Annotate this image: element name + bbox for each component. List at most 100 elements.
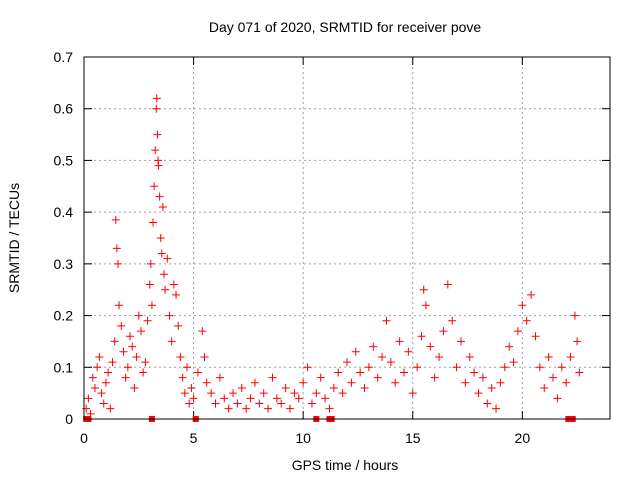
data-point (200, 352, 209, 361)
data-point (229, 389, 238, 398)
data-point (338, 389, 347, 398)
data-point (155, 192, 164, 201)
data-point (470, 368, 479, 377)
data-point (104, 368, 113, 377)
data-point (158, 202, 167, 211)
data-point (145, 280, 154, 289)
data-point (157, 249, 166, 258)
data-point (255, 399, 264, 408)
data-point (399, 368, 408, 377)
data-point (465, 352, 474, 361)
y-tick-label: 0.7 (54, 49, 74, 65)
data-point (121, 373, 130, 382)
data-point (161, 285, 170, 294)
y-tick-label: 0.2 (54, 308, 74, 324)
data-point (163, 254, 172, 263)
data-point (108, 358, 117, 367)
data-point (364, 363, 373, 372)
data-point (540, 383, 549, 392)
data-point (513, 327, 522, 336)
data-point (395, 337, 404, 346)
data-point (117, 321, 126, 330)
data-point (128, 342, 137, 351)
data-point (408, 389, 417, 398)
data-point (139, 368, 148, 377)
data-point (321, 394, 330, 403)
y-tick-label: 0.6 (54, 101, 74, 117)
data-point (172, 290, 181, 299)
data-point (95, 352, 104, 361)
data-point (307, 399, 316, 408)
data-point (250, 378, 259, 387)
data-point (264, 404, 273, 413)
y-tick-label: 0.1 (54, 359, 74, 375)
data-point (443, 280, 452, 289)
data-point (286, 404, 295, 413)
data-point (360, 383, 369, 392)
data-point (132, 352, 141, 361)
y-axis-label: SRMTID / TECUs (6, 183, 22, 293)
data-point (386, 358, 395, 367)
data-point (119, 347, 128, 356)
data-point (281, 383, 290, 392)
data-point (174, 321, 183, 330)
data-point (448, 316, 457, 325)
x-tick-label: 15 (405, 430, 421, 446)
data-point (97, 389, 106, 398)
data-point (419, 285, 428, 294)
axis-ticks: 0 0.1 0.2 0.3 0.4 0.5 0.6 0.7 0 5 10 15 20 (54, 49, 610, 446)
data-point (452, 363, 461, 372)
data-point (430, 373, 439, 382)
data-point (483, 399, 492, 408)
data-point (246, 394, 255, 403)
data-point (566, 352, 575, 361)
data-point (207, 389, 216, 398)
y-tick-label: 0.4 (54, 204, 74, 220)
data-point (492, 404, 501, 413)
data-point (156, 234, 165, 242)
data-point (562, 378, 571, 387)
data-point (426, 342, 435, 351)
data-point (500, 363, 509, 372)
data-point (180, 389, 189, 398)
data-point (417, 332, 426, 341)
data-point (193, 368, 202, 377)
data-point (316, 373, 325, 382)
data-point (211, 399, 220, 408)
data-point (527, 290, 536, 299)
data-point (237, 383, 246, 392)
data-point (461, 378, 470, 387)
x-tick-label: 10 (295, 430, 311, 446)
data-point (242, 404, 251, 413)
data-point (154, 161, 163, 170)
data-point (165, 311, 174, 320)
data-point (259, 389, 268, 398)
data-point (176, 352, 185, 361)
data-point (152, 104, 161, 113)
data-point (522, 316, 531, 325)
data-point (553, 394, 562, 403)
data-point (351, 347, 360, 356)
data-point (167, 337, 176, 346)
data-point (130, 383, 139, 392)
data-point (84, 394, 93, 403)
data-point (531, 332, 540, 341)
data-point (93, 363, 102, 372)
data-point (544, 352, 553, 361)
data-point (189, 394, 198, 403)
data-point (272, 394, 281, 403)
y-tick-label: 0.5 (54, 152, 74, 168)
data-point (146, 259, 155, 268)
data-point (478, 373, 487, 382)
y-tick-label: 0 (65, 411, 73, 427)
data-points (82, 94, 584, 422)
data-point (509, 358, 518, 367)
data-point (185, 399, 194, 408)
data-point (149, 218, 158, 227)
data-point (413, 363, 422, 372)
data-point (153, 130, 162, 139)
data-point (143, 316, 152, 325)
data-point (378, 352, 387, 361)
data-point (535, 363, 544, 372)
